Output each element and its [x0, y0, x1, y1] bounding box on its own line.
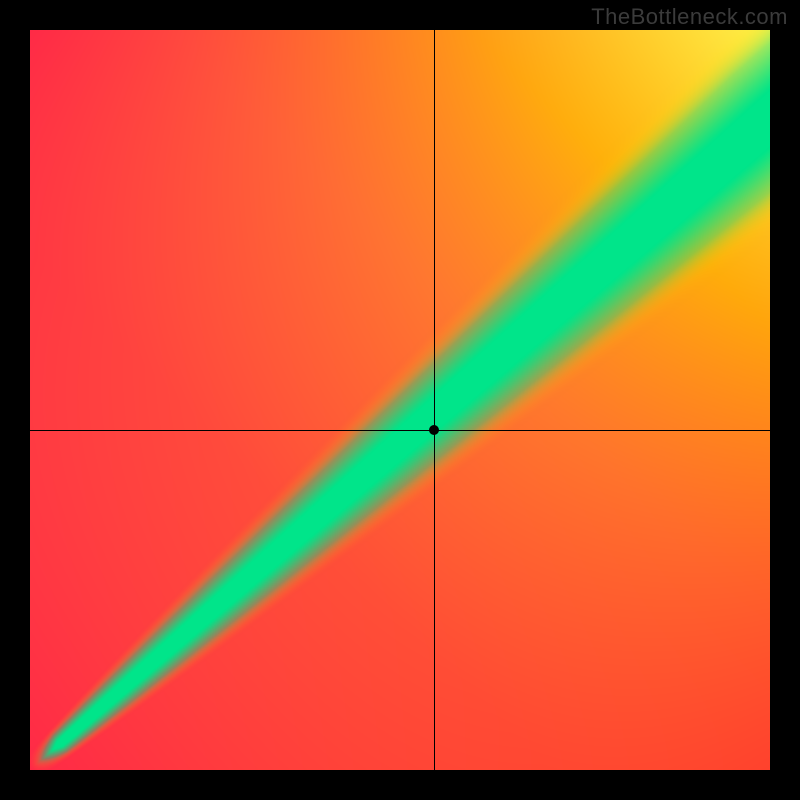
crosshair-horizontal: [30, 430, 770, 431]
crosshair-marker: [429, 425, 439, 435]
crosshair-vertical: [434, 30, 435, 770]
watermark-text: TheBottleneck.com: [591, 4, 788, 30]
plot-area: [30, 30, 770, 770]
heatmap-canvas: [30, 30, 770, 770]
